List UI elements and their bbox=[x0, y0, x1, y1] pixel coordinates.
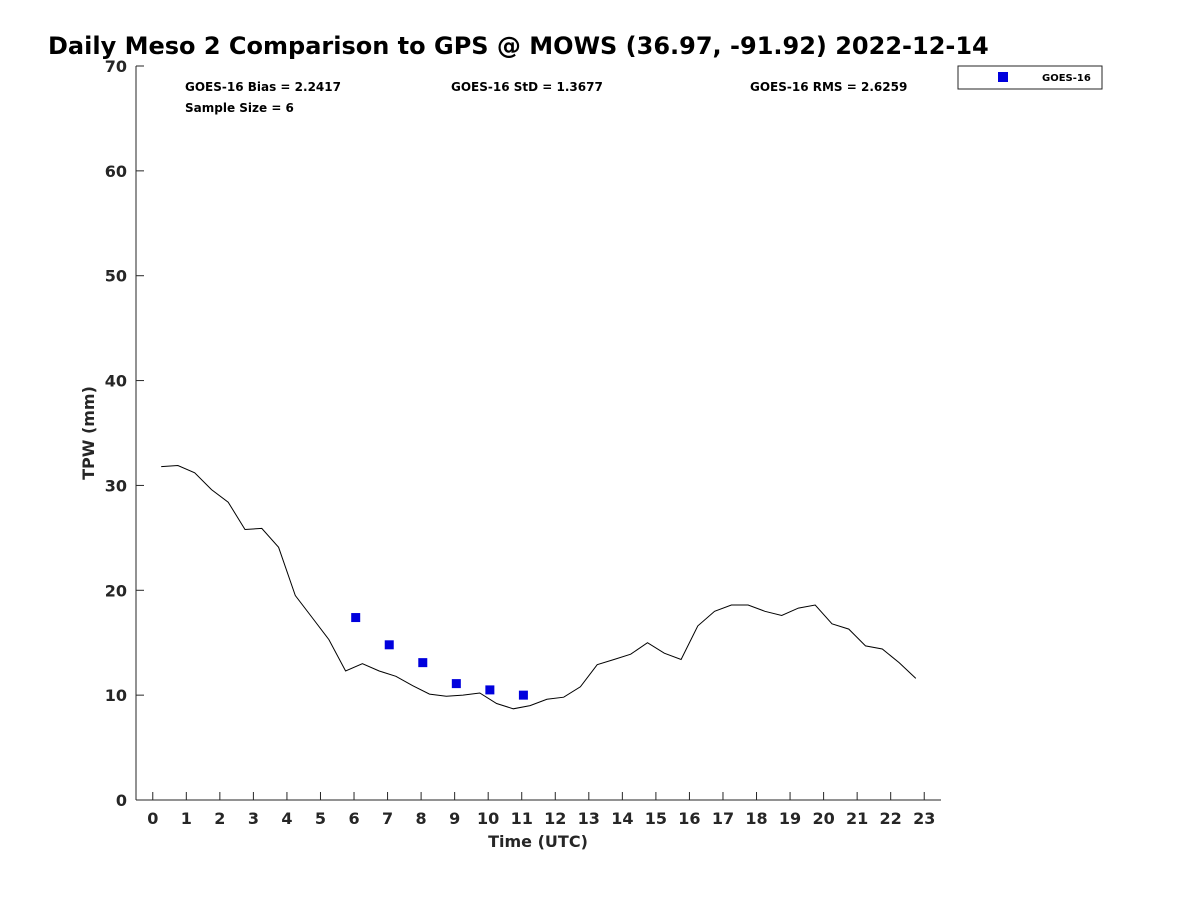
goes-point bbox=[351, 613, 361, 623]
x-tick-label: 21 bbox=[846, 809, 868, 828]
std-stat: GOES-16 StD = 1.3677 bbox=[451, 80, 603, 94]
x-tick-label: 9 bbox=[449, 809, 460, 828]
goes-point bbox=[384, 640, 394, 650]
x-ticks: 0 1 2 3 4 5 6 7 8 9 10 11 12 13 14 15 16 17 18 19 20 21 22 23 bbox=[147, 792, 935, 828]
goes-point bbox=[518, 690, 528, 700]
legend-box bbox=[957, 65, 1103, 90]
y-tick-label: 40 bbox=[105, 372, 127, 391]
x-tick-label: 14 bbox=[611, 809, 633, 828]
series-layer bbox=[161, 464, 917, 710]
y-tick-label: 30 bbox=[105, 476, 127, 495]
x-axis-label: Time (UTC) bbox=[488, 832, 588, 851]
x-tick-label: 11 bbox=[511, 809, 533, 828]
x-tick-label: 0 bbox=[147, 809, 158, 828]
x-tick-label: 5 bbox=[315, 809, 326, 828]
y-tick-label: 20 bbox=[105, 581, 127, 600]
x-tick-label: 15 bbox=[645, 809, 667, 828]
goes-point bbox=[485, 685, 495, 695]
bias-stat: GOES-16 Bias = 2.2417 bbox=[185, 80, 341, 94]
x-tick-label: 23 bbox=[913, 809, 935, 828]
x-tick-label: 3 bbox=[248, 809, 259, 828]
goes-point bbox=[418, 658, 428, 668]
x-tick-label: 6 bbox=[348, 809, 359, 828]
x-tick-label: 7 bbox=[382, 809, 393, 828]
y-tick-label: 0 bbox=[116, 791, 127, 810]
x-tick-label: 12 bbox=[544, 809, 566, 828]
y-tick-label: 60 bbox=[105, 162, 127, 181]
x-tick-label: 19 bbox=[779, 809, 801, 828]
x-tick-label: 18 bbox=[745, 809, 767, 828]
legend-marker bbox=[998, 72, 1008, 82]
sample-size-stat: Sample Size = 6 bbox=[185, 101, 294, 115]
x-tick-label: 13 bbox=[578, 809, 600, 828]
legend: GOES-16 bbox=[957, 65, 1103, 90]
x-tick-label: 20 bbox=[812, 809, 834, 828]
gps-tpw-line bbox=[161, 464, 917, 710]
x-tick-label: 17 bbox=[712, 809, 734, 828]
x-tick-label: 8 bbox=[416, 809, 427, 828]
x-tick-label: 1 bbox=[181, 809, 192, 828]
goes-point bbox=[451, 679, 461, 689]
chart-title: Daily Meso 2 Comparison to GPS @ MOWS (3… bbox=[48, 32, 989, 60]
x-tick-label: 10 bbox=[477, 809, 499, 828]
x-tick-label: 22 bbox=[880, 809, 902, 828]
rms-stat: GOES-16 RMS = 2.6259 bbox=[750, 80, 907, 94]
x-tick-label: 4 bbox=[281, 809, 292, 828]
x-tick-label: 2 bbox=[214, 809, 225, 828]
legend-label: GOES-16 bbox=[1042, 73, 1091, 84]
y-ticks: 0 10 20 30 40 50 60 70 bbox=[105, 57, 144, 810]
y-tick-label: 10 bbox=[105, 686, 127, 705]
y-tick-label: 70 bbox=[105, 57, 127, 76]
x-tick-label: 16 bbox=[678, 809, 700, 828]
y-axis-label: TPW (mm) bbox=[79, 386, 98, 480]
y-tick-label: 50 bbox=[105, 267, 127, 286]
